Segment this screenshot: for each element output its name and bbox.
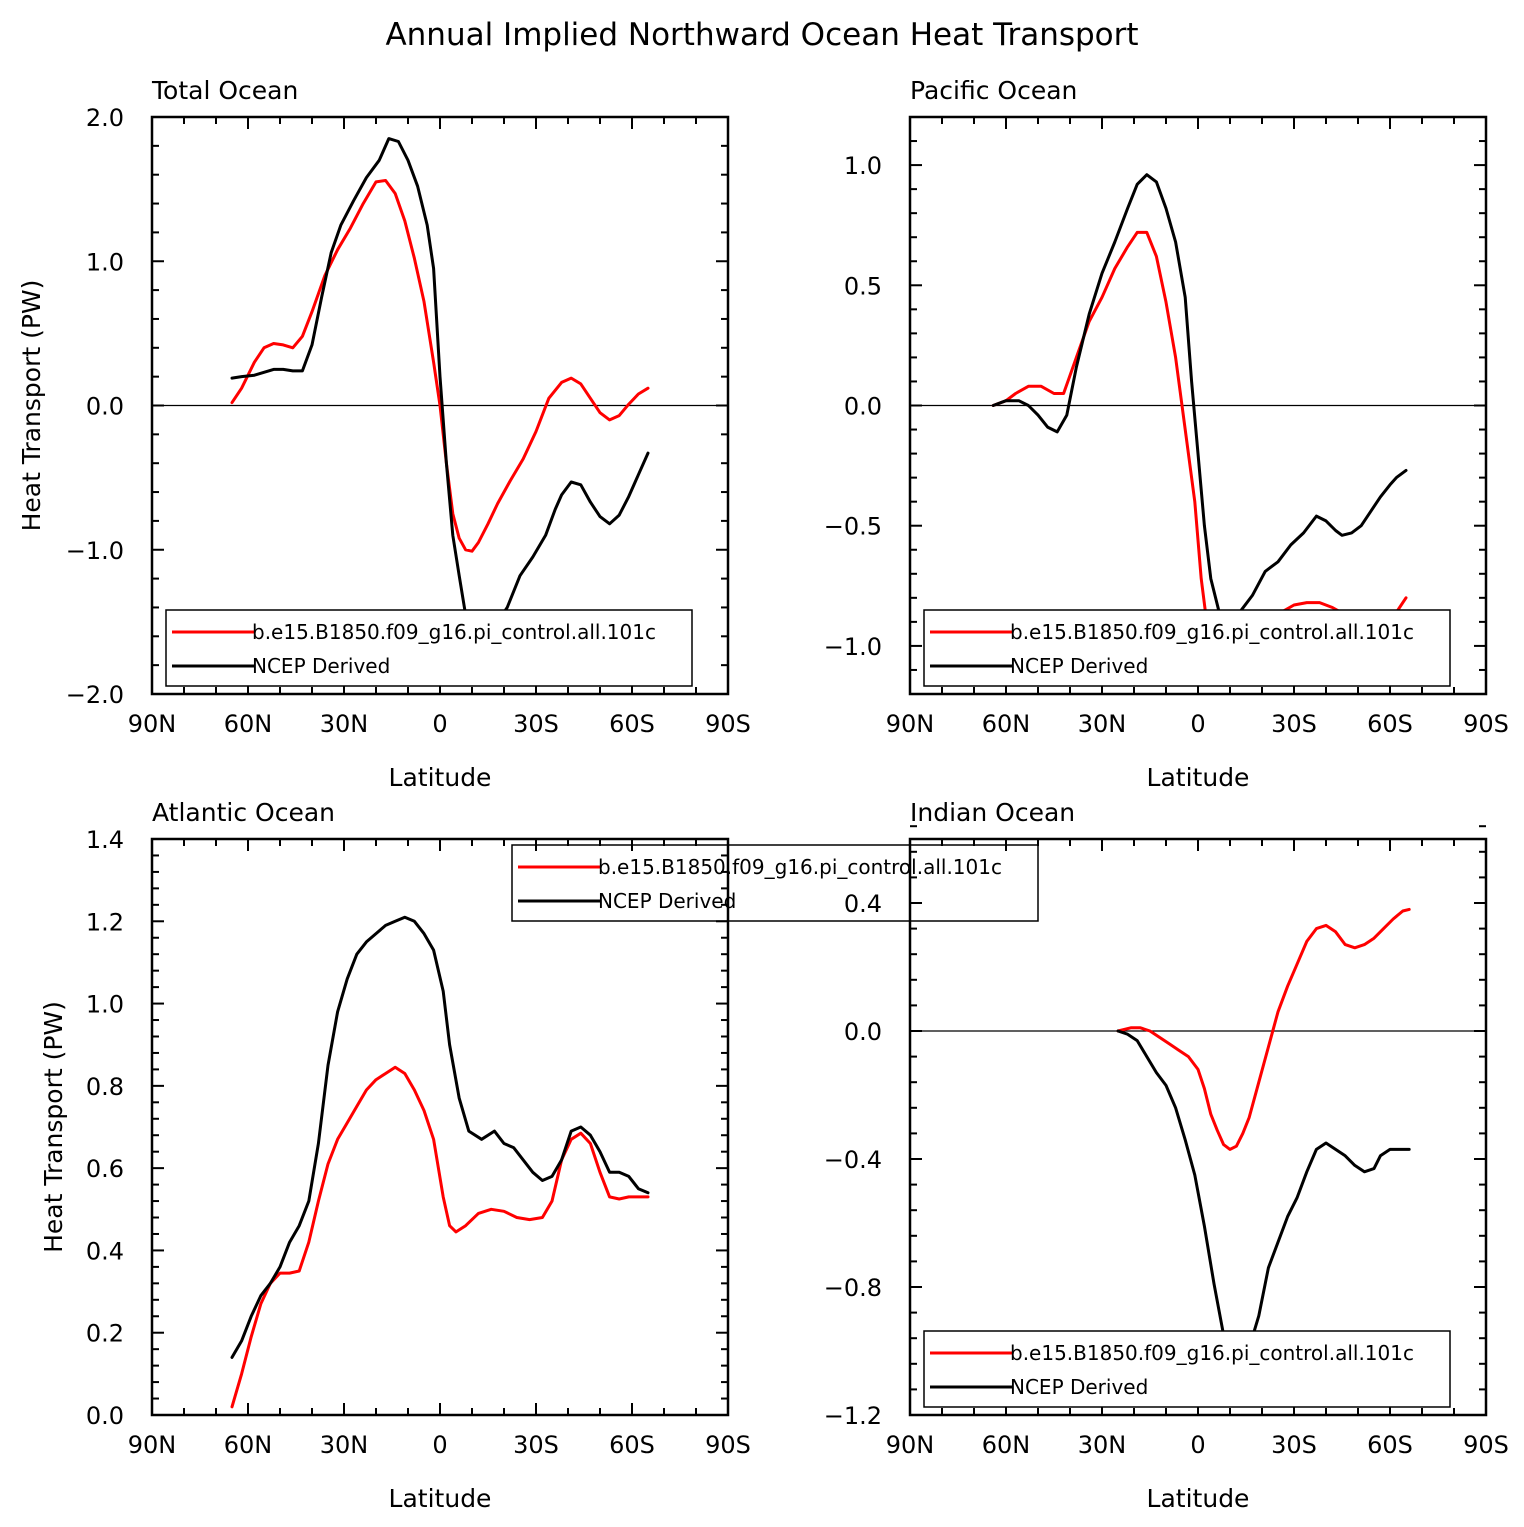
total-ocean-panel: Total Ocean 90N 60N 30N 0 30S 60S 90S −2.0 −1.0 0.… (17, 76, 751, 792)
total-ocean-legend-label: NCEP Derived (252, 654, 390, 678)
pacific-ocean-x-tick-label: 60N (982, 710, 1031, 738)
atlantic-ocean-y-tick-label: 1.2 (86, 908, 124, 936)
atlantic-ocean-title: Atlantic Ocean (152, 798, 335, 827)
pacific-ocean-x-tick-label: 30N (1078, 710, 1127, 738)
atlantic-ocean-panel: Atlantic Ocean 90N 60N 30N 0 30S 60S 90S 0.0 0.2 0… (39, 798, 1039, 1513)
total-ocean-x-tick-label: 0 (432, 710, 447, 738)
indian-ocean-panel: Indian Ocean 90N 60N 30N 0 30S 60S 90S −1.2 −0.8 −… (824, 798, 1509, 1513)
total-ocean-x-tick-label: 60S (609, 710, 655, 738)
atlantic-ocean-y-tick-label: 0.2 (86, 1320, 124, 1348)
total-ocean-series-ncep-line (230, 137, 650, 645)
indian-ocean-x-tick-label: 90S (1463, 1431, 1509, 1459)
indian-ocean-legend-label: b.e15.B1850.f09_g16.pi_control.all.101c (1010, 1341, 1414, 1365)
pacific-ocean-y-tick-label: −0.5 (824, 513, 882, 541)
total-ocean-x-axis-label: Latitude (389, 763, 492, 792)
indian-ocean-x-axis-label: Latitude (1147, 1484, 1250, 1513)
indian-ocean-series-model-line (1116, 907, 1411, 1151)
total-ocean-legend-label: b.e15.B1850.f09_g16.pi_control.all.101c (252, 620, 656, 644)
total-ocean-y-tick-label: 0.0 (86, 393, 124, 421)
pacific-ocean-y-tick-label: 0.5 (844, 272, 882, 300)
atlantic-ocean-x-axis-label: Latitude (389, 1484, 492, 1513)
atlantic-ocean-y-tick-label: 0.8 (86, 1073, 124, 1101)
atlantic-ocean-y-tick-label: 0.4 (86, 1237, 124, 1265)
pacific-ocean-legend-box (923, 609, 1451, 687)
atlantic-ocean-x-tick-label: 90S (705, 1431, 751, 1459)
atlantic-ocean-x-tick-label: 30S (513, 1431, 559, 1459)
total-ocean-y-tick-label: −1.0 (66, 537, 124, 565)
figure-title: Annual Implied Northward Ocean Heat Tran… (385, 17, 1138, 53)
indian-ocean-y-tick-label: 0.0 (844, 1018, 882, 1046)
indian-ocean-title: Indian Ocean (910, 798, 1075, 827)
atlantic-ocean-x-tick-label: 0 (432, 1431, 447, 1459)
total-ocean-x-tick-label: 30S (513, 710, 559, 738)
indian-ocean-legend: b.e15.B1850.f09_g16.pi_control.all.101c N… (923, 1330, 1451, 1408)
indian-ocean-y-tick-label: −0.8 (824, 1274, 882, 1302)
atlantic-ocean-legend-label: NCEP Derived (598, 889, 736, 913)
indian-ocean-legend-box (923, 1330, 1451, 1408)
indian-ocean-y-tick-label: −0.4 (824, 1146, 882, 1174)
atlantic-ocean-y-tick-label: 1.4 (86, 826, 124, 854)
atlantic-ocean-frame (150, 837, 730, 1417)
total-ocean-x-tick-label: 90N (128, 710, 177, 738)
atlantic-ocean-legend: b.e15.B1850.f09_g16.pi_control.all.101c N… (511, 844, 1039, 922)
pacific-ocean-x-tick-label: 90N (886, 710, 935, 738)
pacific-ocean-legend-label: NCEP Derived (1010, 654, 1148, 678)
atlantic-ocean-x-tick-label: 90N (128, 1431, 177, 1459)
pacific-ocean-series-model-line (991, 230, 1408, 672)
total-ocean-x-tick-label: 60N (224, 710, 273, 738)
indian-ocean-y-tick-label: −1.2 (824, 1402, 882, 1430)
pacific-ocean-x-tick-label: 30S (1271, 710, 1317, 738)
atlantic-ocean-y-tick-label: 0.6 (86, 1155, 124, 1183)
pacific-ocean-y-tick-label: −1.0 (824, 633, 882, 661)
indian-ocean-x-tick-label: 60N (982, 1431, 1031, 1459)
total-ocean-title: Total Ocean (151, 76, 298, 105)
atlantic-ocean-y-tick-label: 1.0 (86, 991, 124, 1019)
pacific-ocean-title: Pacific Ocean (910, 76, 1077, 105)
pacific-ocean-panel: Pacific Ocean 90N 60N 30N 0 30S 60S 90S −1.0 −0.5… (824, 76, 1509, 792)
pacific-ocean-x-tick-label: 90S (1463, 710, 1509, 738)
indian-ocean-series-ncep-line (1116, 1029, 1411, 1369)
pacific-ocean-x-tick-label: 0 (1190, 710, 1205, 738)
total-ocean-x-tick-label: 30N (320, 710, 369, 738)
atlantic-ocean-x-tick-label: 60N (224, 1431, 273, 1459)
total-ocean-y-tick-label: 2.0 (86, 104, 124, 132)
total-ocean-y-axis-label: Heat Transport (PW) (17, 280, 46, 532)
pacific-ocean-legend-label: b.e15.B1850.f09_g16.pi_control.all.101c (1010, 620, 1414, 644)
total-ocean-y-tick-label: −2.0 (66, 681, 124, 709)
atlantic-ocean-legend-label: b.e15.B1850.f09_g16.pi_control.all.101c (598, 855, 1002, 879)
atlantic-ocean-legend-box (511, 844, 1039, 922)
total-ocean-legend-box (165, 609, 693, 687)
pacific-ocean-series-ncep-line (991, 173, 1408, 629)
total-ocean-legend: b.e15.B1850.f09_g16.pi_control.all.101c N… (165, 609, 693, 687)
indian-ocean-x-tick-label: 60S (1367, 1431, 1413, 1459)
indian-ocean-x-tick-label: 90N (886, 1431, 935, 1459)
pacific-ocean-x-axis-label: Latitude (1147, 763, 1250, 792)
atlantic-ocean-y-axis-label: Heat Transport (PW) (39, 1001, 68, 1253)
pacific-ocean-y-tick-label: 1.0 (844, 152, 882, 180)
indian-ocean-x-tick-label: 30N (1078, 1431, 1127, 1459)
pacific-ocean-y-tick-label: 0.0 (844, 393, 882, 421)
atlantic-ocean-series-ncep-line (230, 915, 650, 1359)
pacific-ocean-legend: b.e15.B1850.f09_g16.pi_control.all.101c N… (923, 609, 1451, 687)
atlantic-ocean-y-tick-label: 0.0 (86, 1402, 124, 1430)
total-ocean-y-tick-label: 1.0 (86, 248, 124, 276)
indian-ocean-frame (908, 837, 1488, 1417)
indian-ocean-x-tick-label: 30S (1271, 1431, 1317, 1459)
indian-ocean-y-tick-label: 0.4 (844, 890, 882, 918)
pacific-ocean-x-tick-label: 60S (1367, 710, 1413, 738)
atlantic-ocean-x-tick-label: 60S (609, 1431, 655, 1459)
atlantic-ocean-series-model-line (230, 1065, 650, 1409)
total-ocean-x-tick-label: 90S (705, 710, 751, 738)
indian-ocean-legend-label: NCEP Derived (1010, 1375, 1148, 1399)
indian-ocean-x-tick-label: 0 (1190, 1431, 1205, 1459)
atlantic-ocean-x-tick-label: 30N (320, 1431, 369, 1459)
